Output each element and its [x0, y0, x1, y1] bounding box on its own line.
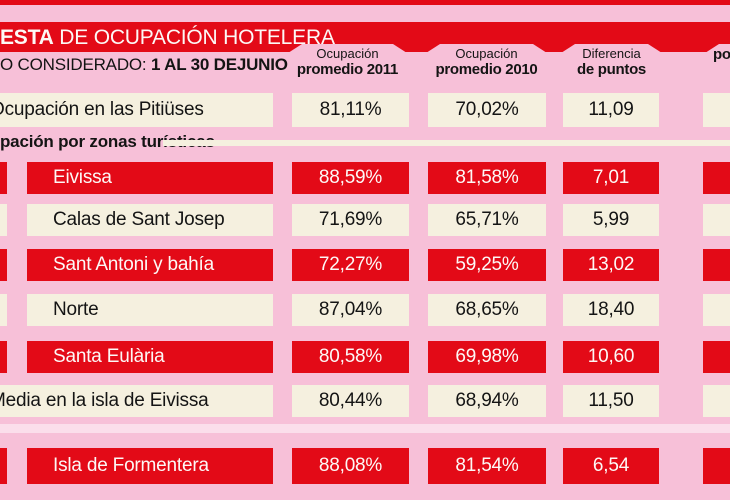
- row-santa-eularia-label: Santa Eulària: [27, 341, 273, 373]
- row-formentera-occ2010: 81,54%: [428, 448, 546, 484]
- row-media-eivissa: Media en la isla de Eivissa 80,44% 68,94…: [0, 385, 730, 417]
- row-formentera-extra-cell: [703, 448, 730, 484]
- row-media-eivissa-occ2011: 80,44%: [292, 385, 409, 417]
- row-media-eivissa-diff: 11,50: [563, 385, 659, 417]
- row-formentera: Isla de Formentera 88,08% 81,54% 6,54: [0, 448, 730, 484]
- column-header-2010-line1: Ocupación: [455, 46, 518, 61]
- row-norte-occ2010: 68,65%: [428, 294, 546, 326]
- row-norte-marker: [0, 294, 7, 326]
- row-sant-antoni-occ2011: 72,27%: [292, 249, 409, 281]
- row-formentera-occ2011: 88,08%: [292, 448, 409, 484]
- column-header-clipped-line2: po: [713, 46, 730, 63]
- row-norte-diff: 18,40: [563, 294, 659, 326]
- column-header-2011: Ocupación promedio 2011: [288, 44, 407, 86]
- row-calas-extra-cell: [703, 204, 730, 236]
- column-header-diff: Diferencia de puntos: [561, 44, 662, 86]
- row-pitiuses-extra-cell: [703, 93, 730, 127]
- row-calas-occ2010: 65,71%: [428, 204, 546, 236]
- period-subtitle: O CONSIDERADO: 1 AL 30 DEJUNIO: [0, 55, 288, 75]
- row-pitiuses-label: Ocupación en las Pitiüses: [0, 93, 273, 127]
- row-pitiuses-occ2011: 81,11%: [292, 93, 409, 127]
- section-divider-line: [163, 140, 730, 146]
- column-header-2011-line1: Ocupación: [316, 46, 379, 61]
- column-header-diff-line1: Diferencia: [582, 46, 641, 61]
- row-formentera-diff: 6,54: [563, 448, 659, 484]
- row-norte: Norte 87,04% 68,65% 18,40: [0, 294, 730, 326]
- period-label: O CONSIDERADO:: [0, 55, 151, 74]
- row-eivissa-occ2010: 81,58%: [428, 162, 546, 194]
- row-calas-occ2011: 71,69%: [292, 204, 409, 236]
- column-header-2010-line2: promedio 2010: [435, 61, 538, 78]
- period-dates: 1 AL 30 DEJUNIO: [150, 55, 288, 74]
- row-eivissa-marker: [0, 162, 7, 194]
- row-media-eivissa-occ2010: 68,94%: [428, 385, 546, 417]
- section-title-zonas: pación por zonas turísticas: [0, 132, 215, 151]
- column-header-2010: Ocupación promedio 2010: [426, 44, 547, 86]
- row-santa-eularia-diff: 10,60: [563, 341, 659, 373]
- row-calas-marker: [0, 204, 7, 236]
- row-santa-eularia-marker: [0, 341, 7, 373]
- row-norte-label: Norte: [27, 294, 273, 326]
- row-sant-antoni-extra-cell: [703, 249, 730, 281]
- row-santa-eularia-occ2011: 80,58%: [292, 341, 409, 373]
- row-eivissa-occ2011: 88,59%: [292, 162, 409, 194]
- row-eivissa: Eivissa 88,59% 81,58% 7,01: [0, 162, 730, 194]
- column-header-2011-line2: promedio 2011: [296, 61, 399, 78]
- row-media-eivissa-label: Media en la isla de Eivissa: [0, 385, 273, 417]
- row-norte-occ2011: 87,04%: [292, 294, 409, 326]
- page-title-rest: DE OCUPACIÓN HOTELERA: [53, 26, 335, 49]
- page-title-bold: ESTA: [0, 26, 54, 49]
- row-norte-extra-cell: [703, 294, 730, 326]
- row-sant-antoni: Sant Antoni y bahía 72,27% 59,25% 13,02: [0, 249, 730, 281]
- row-eivissa-label: Eivissa: [27, 162, 273, 194]
- row-sant-antoni-occ2010: 59,25%: [428, 249, 546, 281]
- row-media-eivissa-extra-cell: [703, 385, 730, 417]
- row-calas-label: Calas de Sant Josep: [27, 204, 273, 236]
- page-title: ESTA DE OCUPACIÓN HOTELERA: [0, 25, 335, 51]
- row-eivissa-extra-cell: [703, 162, 730, 194]
- row-calas: Calas de Sant Josep 71,69% 65,71% 5,99: [0, 204, 730, 236]
- column-header-clipped: po: [705, 44, 730, 86]
- row-pitiuses-occ2010: 70,02%: [428, 93, 546, 127]
- row-santa-eularia: Santa Eulària 80,58% 69,98% 10,60: [0, 341, 730, 373]
- row-santa-eularia-extra-cell: [703, 341, 730, 373]
- column-header-diff-line2: de puntos: [577, 61, 646, 78]
- row-eivissa-diff: 7,01: [563, 162, 659, 194]
- row-sant-antoni-diff: 13,02: [563, 249, 659, 281]
- row-formentera-marker: [0, 448, 7, 484]
- row-formentera-label: Isla de Formentera: [27, 448, 273, 484]
- formentera-divider-band: [0, 424, 730, 433]
- top-red-strip: [0, 0, 730, 5]
- row-pitiuses: Ocupación en las Pitiüses 81,11% 70,02% …: [0, 93, 730, 127]
- row-calas-diff: 5,99: [563, 204, 659, 236]
- row-santa-eularia-occ2010: 69,98%: [428, 341, 546, 373]
- row-sant-antoni-marker: [0, 249, 7, 281]
- row-sant-antoni-label: Sant Antoni y bahía: [27, 249, 273, 281]
- row-pitiuses-diff: 11,09: [563, 93, 659, 127]
